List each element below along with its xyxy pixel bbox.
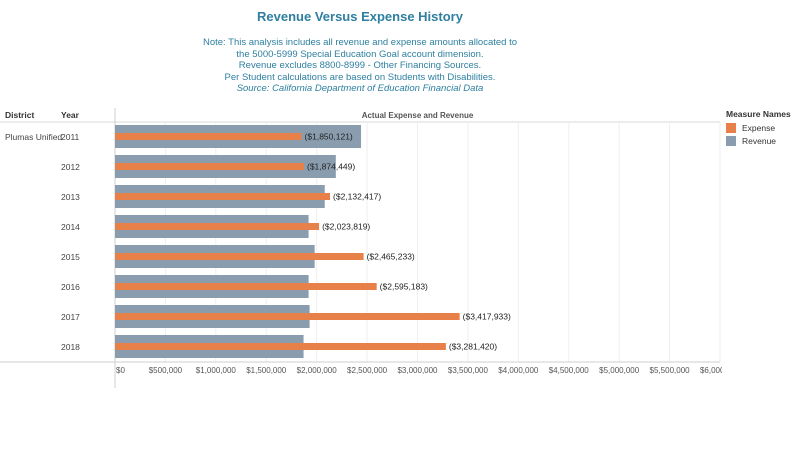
year-label: 2016 [61, 282, 80, 292]
expense-bar [115, 223, 320, 230]
expense-bar [115, 313, 460, 320]
note-line: Per Student calculations are based on St… [224, 71, 496, 83]
year-label: 2018 [61, 342, 80, 352]
expense-value-label: ($2,465,233) [367, 252, 415, 262]
legend-item-expense[interactable]: Expense [726, 123, 791, 133]
year-header: Year [61, 110, 80, 120]
note-line: Note: This analysis includes all revenue… [202, 37, 518, 48]
note-line: Revenue excludes 8800-8999 - Other Finan… [238, 60, 482, 71]
x-tick-label: $5,000,000 [599, 366, 640, 375]
expense-bar [115, 253, 364, 260]
x-tick-label: $5,500,000 [650, 366, 691, 375]
x-axis-title: Actual Expense and Revenue [362, 111, 474, 120]
legend[interactable]: Measure Names Expense Revenue [726, 109, 791, 149]
x-tick-label: $500,000 [149, 366, 183, 375]
year-label: 2017 [61, 312, 80, 322]
year-label: 2012 [61, 162, 80, 172]
x-tick-label: $4,000,000 [498, 366, 539, 375]
chart-note: Note: This analysis includes all revenue… [0, 37, 720, 95]
x-tick-label: $3,500,000 [448, 366, 489, 375]
chart-title: Revenue Versus Expense History [257, 9, 463, 24]
year-label: 2013 [61, 192, 80, 202]
note-source: Source: California Department of Educati… [236, 83, 484, 94]
expense-value-label: ($2,132,417) [333, 192, 381, 202]
x-tick-label: $0 [116, 366, 125, 375]
district-header: District [5, 110, 34, 120]
legend-title: Measure Names [726, 109, 791, 119]
year-label: 2011 [61, 132, 80, 142]
legend-label-revenue: Revenue [742, 136, 777, 146]
bar-chart: District Year Actual Expense and Revenue Pl… [0, 108, 722, 388]
legend-item-revenue[interactable]: Revenue [726, 136, 791, 146]
x-tick-label: $4,500,000 [549, 366, 590, 375]
expense-value-label: ($1,874,449) [307, 162, 355, 172]
expense-bar [115, 163, 305, 170]
legend-swatch-expense [726, 123, 736, 133]
x-tick-label: $6,000,000 [700, 366, 722, 375]
x-tick-label: $2,500,000 [347, 366, 388, 375]
x-tick-label: $2,000,000 [297, 366, 338, 375]
expense-value-label: ($3,281,420) [449, 342, 497, 352]
x-tick-label: $1,500,000 [246, 366, 287, 375]
expense-value-label: ($2,595,183) [380, 282, 428, 292]
year-label: 2015 [61, 252, 80, 262]
expense-bar [115, 343, 446, 350]
legend-label-expense: Expense [742, 123, 776, 133]
x-tick-label: $3,000,000 [397, 366, 438, 375]
note-line: the 5000-5999 Special Education Goal acc… [236, 48, 484, 60]
expense-bar [115, 133, 302, 140]
x-tick-label: $1,000,000 [196, 366, 237, 375]
expense-value-label: ($1,850,121) [305, 132, 353, 142]
year-label: 2014 [61, 222, 80, 232]
expense-bar [115, 283, 377, 290]
district-label: Plumas Unified [5, 132, 62, 142]
legend-swatch-revenue [726, 136, 736, 146]
expense-value-label: ($2,023,819) [322, 222, 370, 232]
expense-bar [115, 193, 331, 200]
expense-value-label: ($3,417,933) [463, 312, 511, 322]
